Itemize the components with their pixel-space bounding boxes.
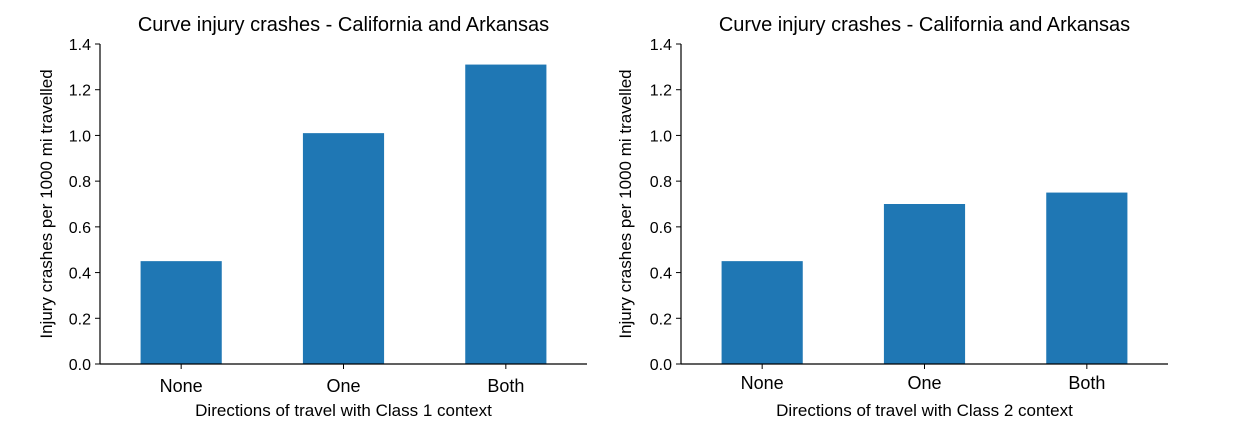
x-axis-label: Directions of travel with Class 2 contex… <box>776 401 1073 420</box>
chart-panel-2: Curve injury crashes - California and Ar… <box>616 14 1168 420</box>
y-tick-label: 1.4 <box>69 37 91 54</box>
bar-none <box>140 261 222 364</box>
bar-both <box>1046 192 1128 364</box>
y-tick-label: 0.4 <box>650 266 672 283</box>
y-axis-label: Injury crashes per 1000 mi travelled <box>616 69 635 338</box>
y-tick-label: 1.4 <box>650 37 672 54</box>
x-tick-label: Both <box>1068 373 1105 393</box>
x-tick-label: One <box>907 373 941 393</box>
x-tick-label: Both <box>487 376 524 396</box>
y-tick-label: 0.0 <box>650 357 672 374</box>
x-axis-label: Directions of travel with Class 1 contex… <box>195 401 492 420</box>
y-tick-label: 1.2 <box>69 83 91 100</box>
y-tick-label: 0.6 <box>650 220 672 237</box>
bar-one <box>883 204 966 364</box>
y-tick-label: 1.0 <box>650 128 672 145</box>
x-tick-label: None <box>741 373 784 393</box>
y-tick-label: 1.2 <box>650 83 672 100</box>
chart-title: Curve injury crashes - California and Ar… <box>719 14 1130 36</box>
chart-panel-1: Curve injury crashes - California and Ar… <box>37 14 587 420</box>
bar-one <box>302 133 385 364</box>
y-tick-label: 0.8 <box>69 174 91 191</box>
y-tick-label: 1.0 <box>69 128 91 145</box>
y-tick-label: 0.0 <box>69 357 91 374</box>
y-tick-label: 0.6 <box>69 220 91 237</box>
bar-both <box>465 64 547 365</box>
y-tick-label: 0.2 <box>69 311 91 328</box>
y-tick-label: 0.8 <box>650 174 672 191</box>
y-axis-label: Injury crashes per 1000 mi travelled <box>37 69 56 338</box>
x-tick-label: One <box>326 376 360 396</box>
chart-title: Curve injury crashes - California and Ar… <box>138 14 549 36</box>
bar-none <box>721 261 803 364</box>
y-tick-label: 0.4 <box>69 266 91 283</box>
y-tick-label: 0.2 <box>650 311 672 328</box>
x-tick-label: None <box>160 376 203 396</box>
